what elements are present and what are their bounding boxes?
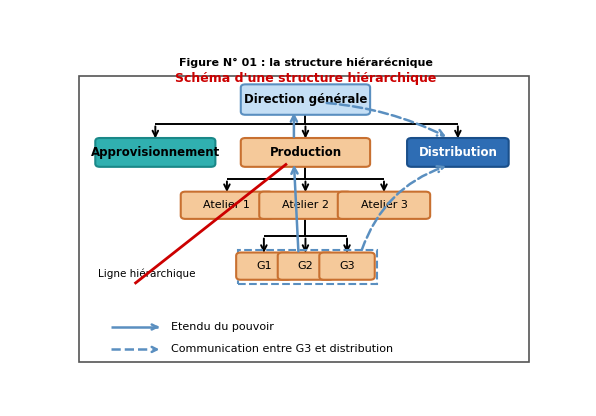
Text: Distribution: Distribution — [418, 146, 497, 159]
FancyBboxPatch shape — [407, 138, 508, 167]
FancyBboxPatch shape — [95, 138, 215, 167]
FancyBboxPatch shape — [241, 138, 370, 167]
FancyBboxPatch shape — [241, 84, 370, 115]
FancyBboxPatch shape — [319, 253, 375, 280]
Text: Ligne hiérarchique: Ligne hiérarchique — [98, 269, 195, 280]
Text: Etendu du pouvoir: Etendu du pouvoir — [172, 322, 274, 332]
Text: Atelier 2: Atelier 2 — [282, 200, 329, 210]
FancyBboxPatch shape — [278, 253, 333, 280]
Text: Communication entre G3 et distribution: Communication entre G3 et distribution — [172, 344, 393, 354]
FancyBboxPatch shape — [181, 192, 273, 219]
FancyBboxPatch shape — [338, 192, 430, 219]
Text: G3: G3 — [339, 261, 355, 271]
Text: Direction générale: Direction générale — [244, 93, 367, 106]
FancyBboxPatch shape — [236, 253, 291, 280]
FancyBboxPatch shape — [259, 192, 352, 219]
Text: G2: G2 — [297, 261, 313, 271]
Text: Atelier 1: Atelier 1 — [203, 200, 250, 210]
Text: Production: Production — [269, 146, 342, 159]
Text: Schéma d'une structure hiérarchique: Schéma d'une structure hiérarchique — [175, 72, 436, 85]
Text: Figure N° 01 : la structure hiérarécnique: Figure N° 01 : la structure hiérarécniqu… — [179, 58, 432, 68]
Text: Atelier 3: Atelier 3 — [361, 200, 408, 210]
Text: G1: G1 — [256, 261, 272, 271]
Text: Approvisionnement: Approvisionnement — [91, 146, 220, 159]
FancyBboxPatch shape — [79, 76, 529, 362]
